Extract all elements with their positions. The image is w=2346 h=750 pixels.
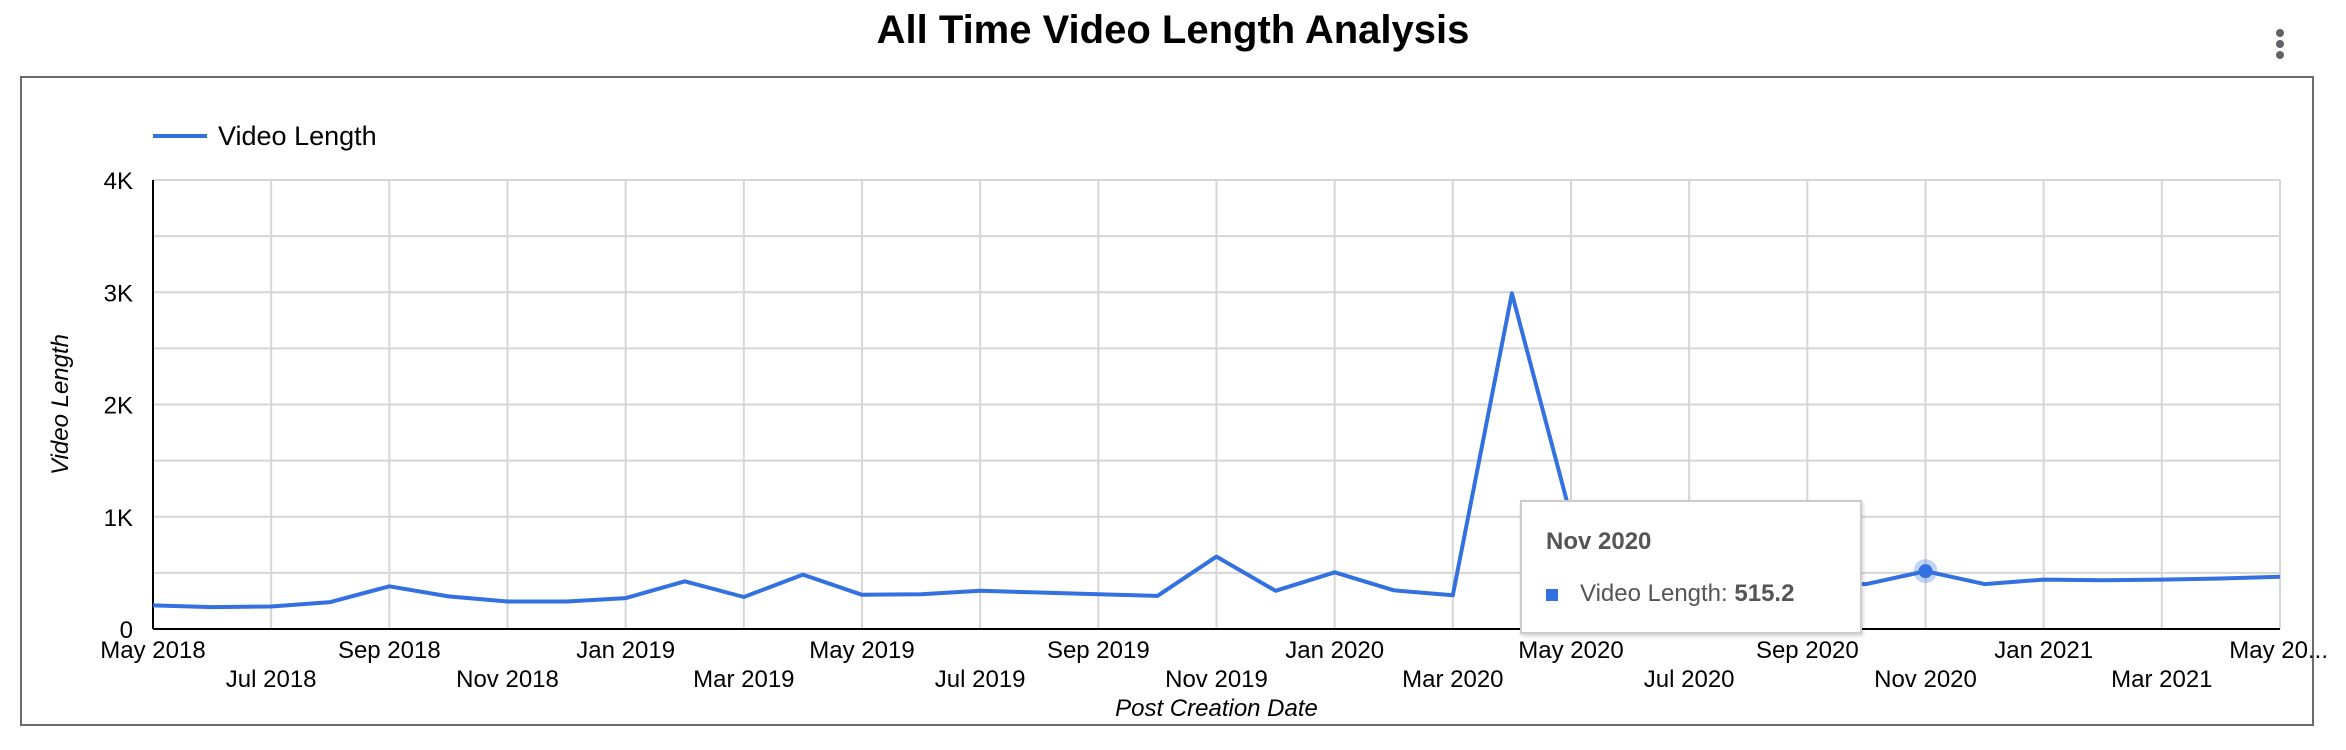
x-tick-label: Nov 2018 xyxy=(456,666,559,693)
legend-label: Video Length xyxy=(218,121,377,151)
tooltip-series-swatch xyxy=(1546,589,1558,601)
x-tick-label: Jan 2021 xyxy=(1994,637,2093,664)
y-tick-label: 3K xyxy=(104,280,133,307)
page-title: All Time Video Length Analysis xyxy=(876,8,1470,52)
x-tick-label: Mar 2019 xyxy=(693,666,794,693)
x-tick-label: Sep 2018 xyxy=(338,637,441,664)
x-tick-label: May 2019 xyxy=(809,637,914,664)
x-axis-title: Post Creation Date xyxy=(1115,695,1318,722)
y-tick-label: 4K xyxy=(104,168,133,195)
tooltip-separator: : xyxy=(1721,580,1728,607)
tooltip-row: Video Length: 515.2 xyxy=(1580,580,1794,608)
x-tick-label: May 2020 xyxy=(1518,637,1623,664)
x-tick-label: Mar 2020 xyxy=(1402,666,1503,693)
x-tick-label: May 20... xyxy=(2229,637,2328,664)
chart-frame xyxy=(20,76,2314,726)
y-tick-label: 2K xyxy=(104,393,133,420)
x-tick-label: May 2018 xyxy=(100,637,205,664)
tooltip-value: 515.2 xyxy=(1734,580,1795,607)
x-tick-label: Sep 2020 xyxy=(1756,637,1859,664)
y-tick-label: 0 xyxy=(120,617,133,644)
chart-tooltip: Nov 2020 Video Length: 515.2 xyxy=(1520,500,1862,634)
x-tick-label: Mar 2021 xyxy=(2111,666,2212,693)
x-tick-label: Jul 2019 xyxy=(935,666,1026,693)
highlight-point xyxy=(1918,564,1933,579)
x-tick-label: Jul 2020 xyxy=(1644,666,1735,693)
x-tick-label: Sep 2019 xyxy=(1047,637,1150,664)
more-vert-icon[interactable] xyxy=(2268,26,2292,62)
tooltip-title: Nov 2020 xyxy=(1546,528,1652,555)
x-tick-label: Jan 2020 xyxy=(1285,637,1384,664)
x-tick-label: Nov 2019 xyxy=(1165,666,1268,693)
y-axis-title: Video Length xyxy=(47,334,74,475)
tooltip-series-label: Video Length xyxy=(1580,580,1722,607)
x-tick-label: Nov 2020 xyxy=(1874,666,1977,693)
y-tick-label: 1K xyxy=(104,505,133,532)
x-tick-label: Jul 2018 xyxy=(226,666,317,693)
x-tick-label: Jan 2019 xyxy=(576,637,675,664)
